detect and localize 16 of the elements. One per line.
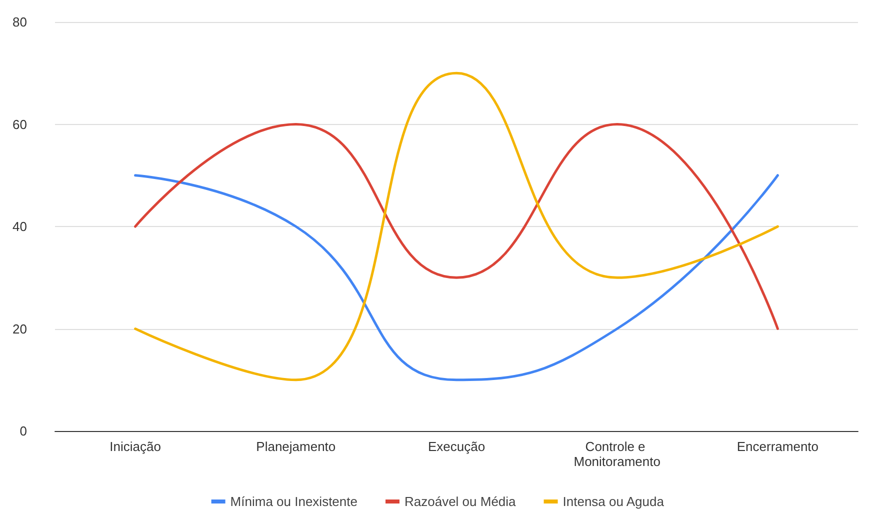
x-tick-label: Iniciação (110, 439, 161, 454)
line-series (134, 72, 779, 382)
x-tick-label: Encerramento (736, 439, 819, 454)
legend-label: Razoável ou Média (404, 494, 517, 509)
line-series (134, 123, 779, 330)
y-tick-label: 0 (20, 424, 27, 438)
y-tick-label: 60 (12, 116, 27, 132)
line-series (134, 174, 779, 382)
y-tick-label: 40 (12, 219, 27, 234)
legend-label: Intensa ou Aguda (562, 494, 665, 509)
x-tick-label: Execução (428, 439, 486, 454)
legend-label: Mínima ou Inexistente (230, 494, 358, 509)
y-tick-label: 20 (12, 321, 27, 336)
x-tick-label: Planejamento (256, 439, 336, 454)
x-tick-label: Controle e Monitoramento (574, 439, 660, 469)
y-tick-label: 80 (12, 14, 27, 30)
